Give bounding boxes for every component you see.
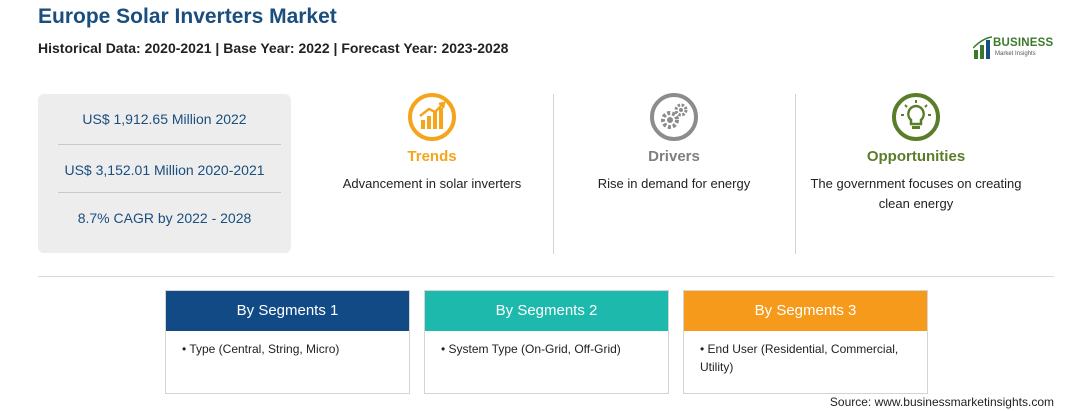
page-title: Europe Solar Inverters Market bbox=[38, 5, 337, 28]
logo-subtext: Market Insights bbox=[995, 51, 1036, 57]
stat-market-historical: US$ 3,152.01 Million 2020-2021 bbox=[64, 162, 265, 178]
column-divider bbox=[553, 94, 554, 254]
segment-card-3: By Segments 3 • End User (Residential, C… bbox=[683, 290, 928, 394]
stat-cagr: 8.7% CAGR by 2022 - 2028 bbox=[77, 210, 252, 226]
logo-text: BUSINESS bbox=[993, 37, 1054, 49]
trends-title: Trends bbox=[407, 148, 457, 165]
opportunities-title: Opportunities bbox=[866, 148, 966, 165]
stat-divider bbox=[58, 144, 281, 145]
segment-card-2: By Segments 2 • System Type (On-Grid, Of… bbox=[424, 290, 669, 394]
segment-3-header: By Segments 3 bbox=[684, 291, 927, 331]
opportunities-description: The government focuses on creating clean… bbox=[810, 176, 1022, 211]
trends-column: Trends Advancement in solar inverters bbox=[312, 92, 552, 194]
lightbulb-icon bbox=[892, 93, 940, 141]
segment-card-1: By Segments 1 • Type (Central, String, M… bbox=[165, 290, 410, 394]
drivers-column: Drivers Rise in demand for energy bbox=[554, 92, 794, 194]
brand-logo: BUSINESS Market Insights bbox=[972, 36, 1063, 62]
segment-2-header: By Segments 2 bbox=[425, 291, 668, 331]
segment-2-item: • System Type (On-Grid, Off-Grid) bbox=[441, 342, 621, 356]
trend-chart-icon bbox=[408, 93, 456, 141]
stats-panel: US$ 1,912.65 Million 2022 US$ 3,152.01 M… bbox=[38, 94, 291, 253]
gears-icon bbox=[650, 93, 698, 141]
stat-market-2022: US$ 1,912.65 Million 2022 bbox=[82, 111, 247, 127]
segment-1-header: By Segments 1 bbox=[166, 291, 409, 331]
source-note: Source: www.businessmarketinsights.com bbox=[829, 395, 1054, 409]
segment-3-item: • End User (Residential, Commercial, Uti… bbox=[700, 342, 899, 374]
trends-description: Advancement in solar inverters bbox=[342, 176, 522, 191]
stat-divider bbox=[58, 192, 281, 193]
drivers-description: Rise in demand for energy bbox=[597, 176, 751, 191]
segment-1-item: • Type (Central, String, Micro) bbox=[182, 342, 340, 356]
drivers-title: Drivers bbox=[648, 148, 700, 165]
page-subtitle: Historical Data: 2020-2021 | Base Year: … bbox=[38, 40, 509, 56]
logo-bars-icon bbox=[972, 36, 993, 59]
column-divider bbox=[795, 94, 796, 254]
section-divider bbox=[38, 276, 1054, 277]
opportunities-column: Opportunities The government focuses on … bbox=[796, 92, 1036, 214]
